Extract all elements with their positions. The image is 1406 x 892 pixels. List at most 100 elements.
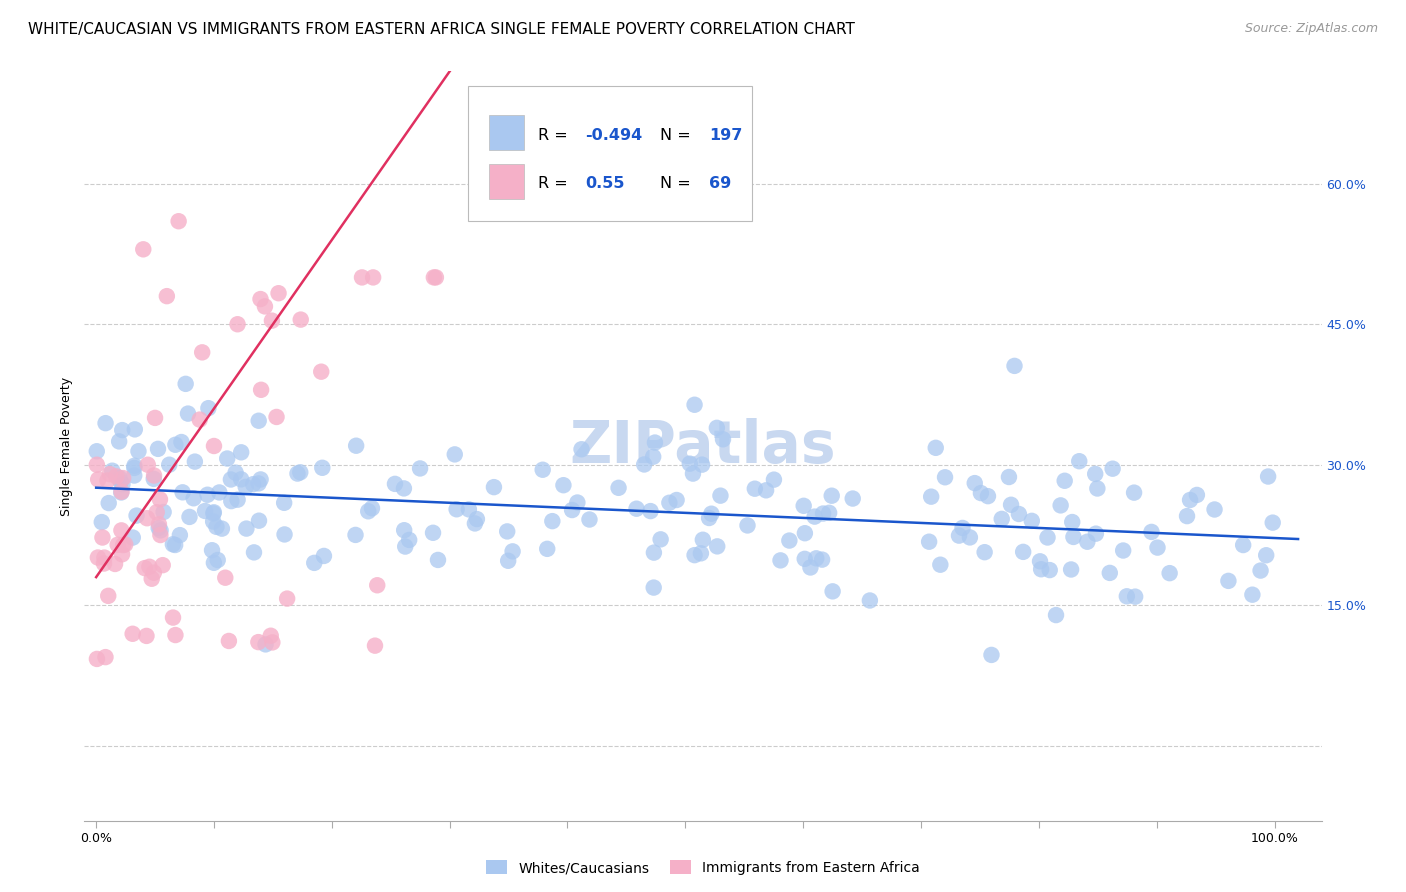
Point <box>90 515 112 529</box>
Point <box>217 451 239 466</box>
Point <box>262 635 284 649</box>
Point <box>214 571 236 585</box>
Point <box>191 345 214 359</box>
Point <box>1036 531 1059 545</box>
Point <box>571 442 593 457</box>
Point <box>134 561 156 575</box>
Point <box>1008 507 1031 521</box>
Text: WHITE/CAUCASIAN VS IMMIGRANTS FROM EASTERN AFRICA SINGLE FEMALE POVERTY CORRELAT: WHITE/CAUCASIAN VS IMMIGRANTS FROM EASTE… <box>28 22 855 37</box>
Point <box>111 423 134 437</box>
Point <box>357 504 380 518</box>
Point <box>502 544 524 558</box>
Point <box>110 485 132 500</box>
Point <box>1241 588 1264 602</box>
Text: R =: R = <box>538 128 574 143</box>
Point <box>157 458 180 472</box>
Point <box>225 466 247 480</box>
Point <box>959 530 981 544</box>
Point <box>990 512 1012 526</box>
Point <box>793 499 815 513</box>
Point <box>111 477 134 491</box>
Point <box>697 511 720 525</box>
Text: 69: 69 <box>709 177 731 191</box>
Point <box>276 591 298 606</box>
Point <box>86 458 108 472</box>
Point <box>1062 530 1084 544</box>
Point <box>633 458 655 472</box>
Point <box>249 292 271 306</box>
Point <box>94 416 117 430</box>
Point <box>104 557 127 571</box>
Point <box>124 458 146 473</box>
Point <box>526 158 548 172</box>
Point <box>973 545 995 559</box>
Point <box>793 552 815 566</box>
Point <box>136 511 159 525</box>
Point <box>929 558 952 572</box>
Point <box>110 475 132 489</box>
Point <box>1175 509 1198 524</box>
Point <box>247 514 270 528</box>
Point <box>536 541 558 556</box>
Point <box>1062 515 1084 529</box>
Point <box>112 471 135 485</box>
Point <box>86 444 108 458</box>
Point <box>93 550 115 565</box>
Point <box>273 496 295 510</box>
Point <box>640 504 662 518</box>
Point <box>744 482 766 496</box>
Point <box>998 470 1021 484</box>
Point <box>821 584 844 599</box>
Point <box>162 610 184 624</box>
Point <box>142 472 165 486</box>
Point <box>1060 562 1083 576</box>
Point <box>620 158 643 172</box>
Point <box>963 476 986 491</box>
Point <box>247 414 270 428</box>
Point <box>692 533 714 547</box>
Point <box>1084 467 1107 481</box>
Point <box>1123 590 1146 604</box>
Point <box>170 435 193 450</box>
Point <box>243 545 266 559</box>
Point <box>121 627 143 641</box>
FancyBboxPatch shape <box>489 163 523 199</box>
Point <box>287 467 309 481</box>
Point <box>361 501 384 516</box>
Point <box>1012 545 1035 559</box>
Point <box>427 553 450 567</box>
Point <box>706 540 728 554</box>
Point <box>811 552 834 566</box>
Point <box>165 628 187 642</box>
Point <box>165 538 187 552</box>
Point <box>101 464 124 478</box>
Point <box>709 489 731 503</box>
Point <box>803 509 825 524</box>
Point <box>1045 608 1067 623</box>
Point <box>799 560 821 574</box>
Point <box>1115 589 1137 603</box>
Point <box>384 476 406 491</box>
Point <box>626 501 648 516</box>
Point <box>156 289 179 303</box>
Point <box>167 214 190 228</box>
Point <box>188 412 211 426</box>
Point <box>124 422 146 436</box>
Point <box>690 458 713 472</box>
Point <box>1004 359 1026 373</box>
Point <box>778 533 800 548</box>
Point <box>202 507 225 521</box>
Point <box>91 531 114 545</box>
Point <box>1069 454 1091 468</box>
Point <box>1112 543 1135 558</box>
Point <box>226 318 249 332</box>
Point <box>1232 538 1254 552</box>
Point <box>350 270 373 285</box>
Point <box>304 556 326 570</box>
Text: -0.494: -0.494 <box>585 128 643 143</box>
Point <box>309 365 332 379</box>
Point <box>138 559 160 574</box>
Point <box>1123 485 1146 500</box>
Point <box>609 158 631 172</box>
Point <box>1085 482 1108 496</box>
